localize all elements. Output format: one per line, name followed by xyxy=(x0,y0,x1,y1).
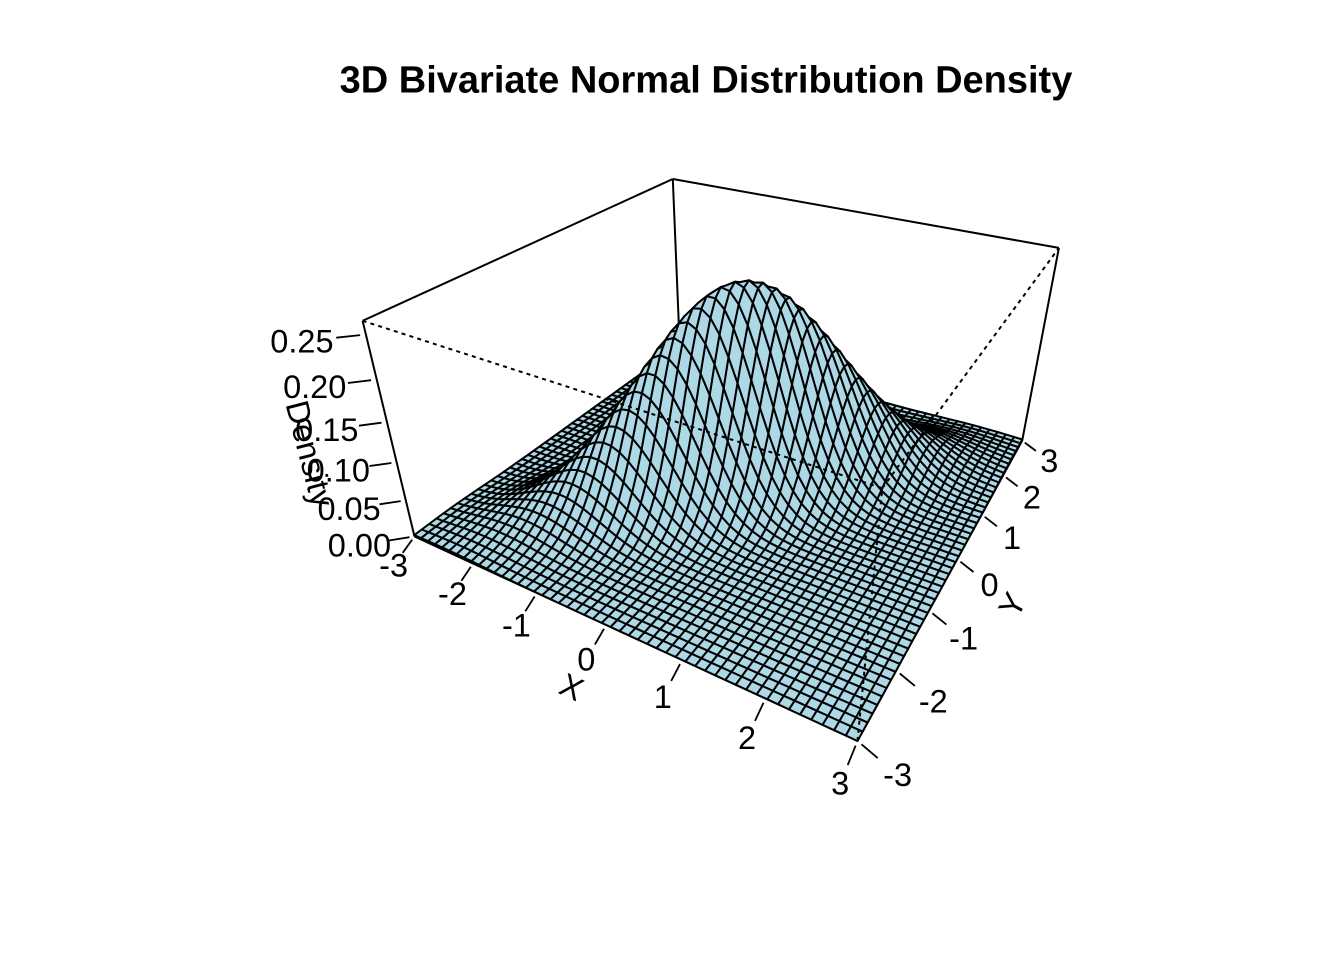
svg-text:-3: -3 xyxy=(379,548,408,584)
svg-text:3: 3 xyxy=(831,766,849,802)
svg-text:2: 2 xyxy=(1023,479,1041,515)
svg-text:-2: -2 xyxy=(438,576,467,612)
svg-text:0.10: 0.10 xyxy=(307,453,370,489)
svg-text:-3: -3 xyxy=(883,757,912,793)
svg-text:0: 0 xyxy=(577,642,595,678)
svg-text:3: 3 xyxy=(1040,443,1058,479)
svg-text:1: 1 xyxy=(1003,520,1021,556)
svg-text:0.25: 0.25 xyxy=(270,324,333,360)
svg-text:0.05: 0.05 xyxy=(317,491,380,527)
svg-text:-1: -1 xyxy=(502,608,531,644)
svg-text:-2: -2 xyxy=(919,683,948,719)
svg-text:3D Bivariate Normal Distributi: 3D Bivariate Normal Distribution Density xyxy=(340,60,1073,102)
svg-text:-1: -1 xyxy=(949,621,978,657)
svg-text:0: 0 xyxy=(981,567,999,603)
svg-text:1: 1 xyxy=(654,679,672,715)
svg-text:0.20: 0.20 xyxy=(283,369,346,405)
svg-text:2: 2 xyxy=(738,720,756,756)
svg-text:0.15: 0.15 xyxy=(295,412,358,448)
svg-text:0.00: 0.00 xyxy=(328,527,391,563)
